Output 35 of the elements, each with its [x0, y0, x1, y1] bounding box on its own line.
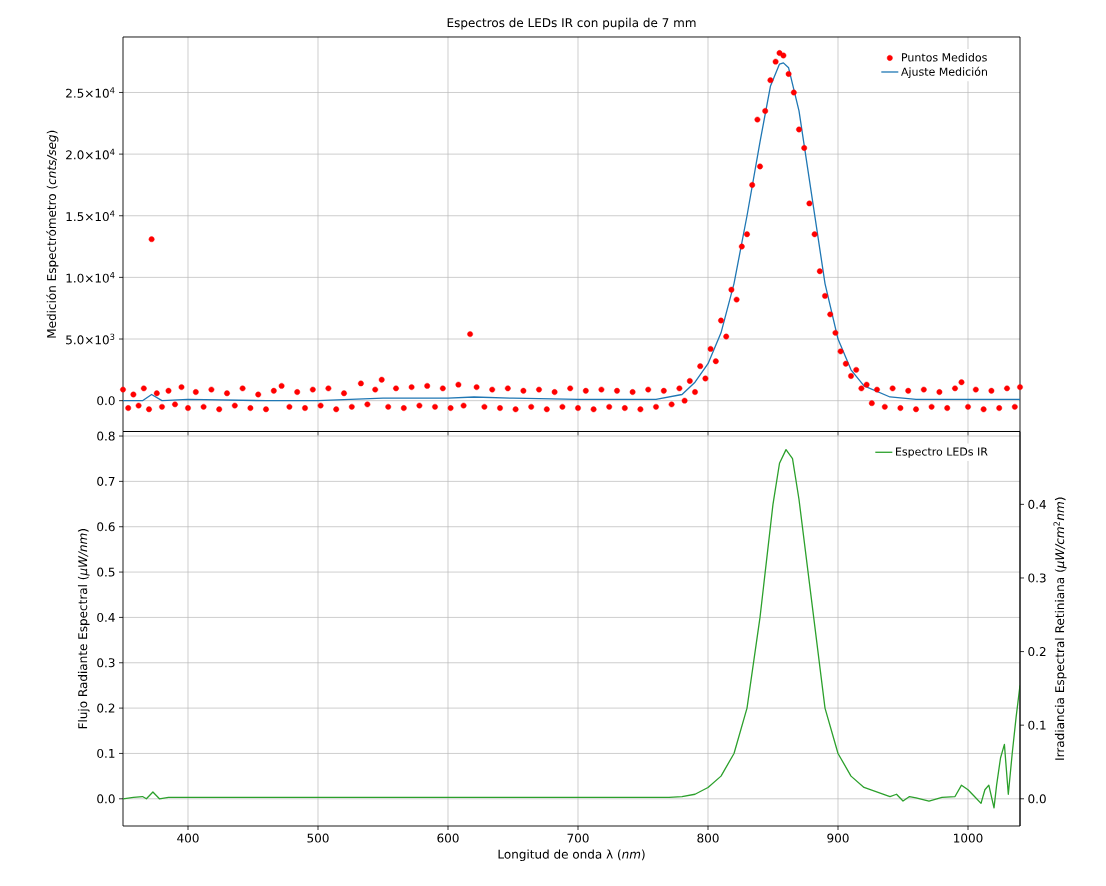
x-axis-title: Longitud de onda λ (nm): [498, 849, 645, 862]
y2-tick-label: 0.3: [1028, 573, 1046, 583]
y-tick-label: 0.5: [97, 567, 115, 577]
y-tick-label: 0.8: [97, 431, 115, 441]
x-tick-label: 700: [567, 833, 589, 843]
y-tick-label: 0.0: [97, 396, 115, 406]
legend-label: Puntos Medidos: [902, 53, 987, 62]
y-tick-label: 5.0×10$^{3}$: [66, 333, 115, 345]
x-tick-label: 600: [437, 833, 459, 843]
y2-tick-label: 0.1: [1028, 720, 1046, 730]
y-axis-title: Medición Espectrómetro (cnts/seg): [46, 130, 59, 338]
legend-label: Espectro LEDs IR: [896, 447, 988, 458]
x-tick-label: 900: [827, 833, 849, 843]
y2-axis-title: Irradiancia Espectral Retiniana (μW/cm$^{2}$nm): [1053, 497, 1067, 760]
y-tick-label: 0.0: [97, 794, 115, 804]
y2-tick-label: 0.0: [1028, 794, 1046, 804]
x-tick-label: 400: [177, 833, 199, 843]
y-tick-label: 2.0×10$^{4}$: [66, 148, 115, 160]
x-tick-label: 500: [307, 833, 329, 843]
y-tick-label: 0.6: [97, 522, 115, 532]
y-tick-label: 0.3: [97, 658, 115, 668]
y-tick-label: 1.0×10$^{4}$: [66, 272, 115, 283]
y-tick-label: 1.5×10$^{4}$: [66, 210, 115, 222]
y2-tick-label: 0.4: [1028, 499, 1046, 509]
y-tick-label: 0.7: [97, 476, 115, 486]
x-tick-label: 800: [697, 833, 719, 843]
y-tick-label: 0.2: [97, 703, 115, 713]
y-tick-label: 2.5×10$^{4}$: [66, 87, 115, 98]
y2-tick-label: 0.2: [1028, 647, 1046, 657]
chart-title: Espectros de LEDs IR con pupila de 7 mm: [447, 17, 696, 30]
y-axis-title: Flujo Radiante Espectral (μW/nm): [77, 529, 90, 729]
x-tick-label: 1000: [954, 833, 983, 843]
y-tick-label: 0.1: [97, 748, 115, 758]
legend-label: Ajuste Medición: [901, 66, 987, 78]
y-tick-label: 0.4: [97, 612, 115, 622]
